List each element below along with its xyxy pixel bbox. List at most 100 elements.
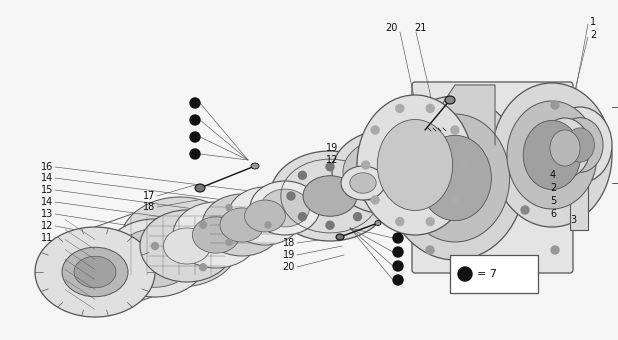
Bar <box>450 255 538 293</box>
Circle shape <box>287 192 295 200</box>
Ellipse shape <box>173 202 259 268</box>
Ellipse shape <box>350 173 376 193</box>
Ellipse shape <box>228 187 302 245</box>
Circle shape <box>426 218 434 225</box>
Text: 18: 18 <box>143 202 155 212</box>
Ellipse shape <box>140 210 234 282</box>
Ellipse shape <box>250 181 320 235</box>
Circle shape <box>393 275 403 285</box>
Text: 2: 2 <box>550 183 556 193</box>
Circle shape <box>326 221 334 229</box>
Text: 13: 13 <box>41 209 53 219</box>
Circle shape <box>393 261 403 271</box>
Circle shape <box>426 101 434 109</box>
Circle shape <box>396 218 404 225</box>
Ellipse shape <box>565 128 595 162</box>
Circle shape <box>371 126 379 134</box>
Circle shape <box>551 101 559 109</box>
Ellipse shape <box>336 234 344 240</box>
Text: 19: 19 <box>326 143 338 153</box>
Ellipse shape <box>120 197 240 287</box>
Text: 14: 14 <box>41 173 53 183</box>
Circle shape <box>151 242 159 250</box>
Ellipse shape <box>492 83 612 227</box>
Ellipse shape <box>418 135 491 221</box>
Circle shape <box>365 192 373 200</box>
Ellipse shape <box>332 130 442 214</box>
Circle shape <box>451 126 459 134</box>
Text: 16: 16 <box>41 162 53 172</box>
Circle shape <box>190 115 200 125</box>
Ellipse shape <box>343 138 431 206</box>
Ellipse shape <box>261 189 310 227</box>
Circle shape <box>426 246 434 254</box>
Circle shape <box>265 222 271 228</box>
Ellipse shape <box>270 151 390 241</box>
Ellipse shape <box>523 120 581 190</box>
Ellipse shape <box>385 96 525 260</box>
Bar <box>570 125 588 230</box>
Circle shape <box>393 233 403 243</box>
Ellipse shape <box>445 96 455 104</box>
Circle shape <box>353 213 362 221</box>
Text: 20: 20 <box>282 262 295 272</box>
Text: 17: 17 <box>143 191 155 201</box>
Ellipse shape <box>557 118 603 172</box>
Circle shape <box>200 221 206 228</box>
Circle shape <box>371 196 379 204</box>
Text: 11: 11 <box>41 233 53 243</box>
Text: 19: 19 <box>283 250 295 260</box>
Text: 4: 4 <box>550 170 556 180</box>
Ellipse shape <box>62 247 128 297</box>
Ellipse shape <box>548 107 612 183</box>
Text: = 7: = 7 <box>477 269 497 279</box>
Circle shape <box>426 104 434 113</box>
Circle shape <box>551 246 559 254</box>
Text: 18: 18 <box>283 238 295 248</box>
Ellipse shape <box>540 118 590 178</box>
Circle shape <box>226 239 232 245</box>
Text: 12: 12 <box>326 155 338 165</box>
Text: 21: 21 <box>414 23 426 33</box>
FancyBboxPatch shape <box>412 82 573 273</box>
Ellipse shape <box>303 176 357 216</box>
Ellipse shape <box>116 229 194 287</box>
Circle shape <box>458 267 472 281</box>
Ellipse shape <box>375 221 381 225</box>
Text: 12: 12 <box>41 221 53 231</box>
Text: 5: 5 <box>550 196 556 206</box>
Ellipse shape <box>74 256 116 288</box>
Ellipse shape <box>550 130 580 166</box>
Ellipse shape <box>357 149 417 195</box>
Circle shape <box>226 205 232 210</box>
Circle shape <box>353 171 362 179</box>
Text: 14: 14 <box>41 197 53 207</box>
Ellipse shape <box>220 208 264 242</box>
Text: 20: 20 <box>386 23 398 33</box>
Text: 1: 1 <box>590 17 596 27</box>
Text: 2: 2 <box>590 30 596 40</box>
Ellipse shape <box>202 194 282 256</box>
Circle shape <box>362 161 370 169</box>
Circle shape <box>298 171 307 179</box>
Circle shape <box>190 132 200 142</box>
Circle shape <box>393 247 403 257</box>
Circle shape <box>451 196 459 204</box>
Ellipse shape <box>378 119 453 210</box>
Text: 3: 3 <box>570 215 576 225</box>
Polygon shape <box>415 85 495 145</box>
Circle shape <box>326 163 334 171</box>
Text: 6: 6 <box>550 209 556 219</box>
Ellipse shape <box>195 184 205 192</box>
Ellipse shape <box>35 227 155 317</box>
Circle shape <box>298 213 307 221</box>
Ellipse shape <box>192 217 240 253</box>
Circle shape <box>521 206 529 214</box>
Ellipse shape <box>400 114 510 242</box>
Circle shape <box>200 264 206 271</box>
Ellipse shape <box>507 101 597 209</box>
Circle shape <box>190 149 200 159</box>
Ellipse shape <box>341 166 385 200</box>
Circle shape <box>460 161 468 169</box>
Ellipse shape <box>164 228 211 264</box>
